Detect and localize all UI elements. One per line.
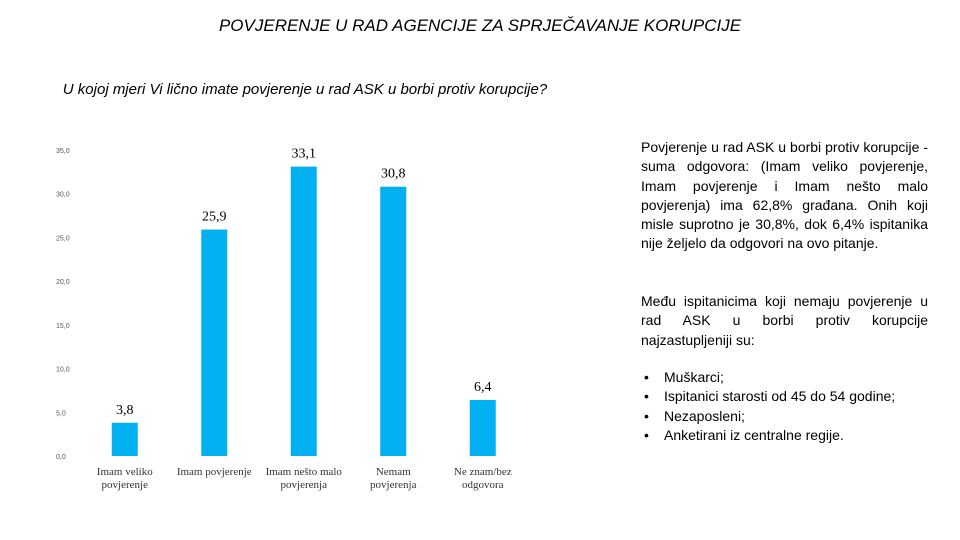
- bar-chart: 0,0 5,0 10,0 15,0 20,0 25,0 30,0 35,0 3,8 Imam ve…: [56, 147, 512, 491]
- list-item: • Anketirani iz centralne regije.: [641, 426, 941, 445]
- x-tick-label: odgovora: [462, 479, 504, 491]
- x-tick-label: Imam povjerenje: [177, 466, 252, 478]
- y-tick-label: 10,0: [56, 367, 70, 374]
- y-tick-label: 35,0: [56, 148, 70, 155]
- chart-subtitle: U kojoj mjeri Vi lično imate povjerenje …: [62, 81, 548, 98]
- x-tick-label: povjerenja: [370, 479, 417, 491]
- bullet-list: • Muškarci; • Ispitanici starosti od 45 do…: [641, 368, 941, 445]
- y-tick-label: 15,0: [56, 323, 70, 330]
- bullet-icon: •: [644, 388, 649, 405]
- group-paragraph: Među ispitanicima koji nemaju povjerenje…: [641, 293, 928, 348]
- x-tick-label: Imam veliko: [97, 466, 153, 478]
- bar: [380, 186, 407, 456]
- data-label: 3,8: [116, 403, 134, 418]
- y-tick-label: 30,0: [56, 192, 70, 199]
- x-tick-label: Nemam: [376, 466, 411, 478]
- bar: [111, 422, 138, 456]
- x-tick-label: Ne znam/bez: [454, 466, 512, 478]
- list-item: • Ispitanici starosti od 45 do 54 godine;: [641, 387, 941, 406]
- x-tick-label: Imam nešto malo: [266, 466, 343, 478]
- data-label: 30,8: [381, 167, 406, 182]
- bullet-icon: •: [644, 369, 649, 385]
- list-item: • Nezaposleni;: [641, 407, 941, 426]
- data-label: 25,9: [202, 210, 227, 225]
- y-tick-label: 0,0: [56, 454, 66, 461]
- page-title: POVJERENJE U RAD AGENCIJE ZA SPRJEČAVANJ…: [218, 16, 742, 35]
- bar: [469, 400, 496, 456]
- y-tick-label: 25,0: [56, 235, 70, 242]
- summary-paragraph: Povjerenje u rad ASK u borbi protiv koru…: [641, 139, 928, 252]
- list-item: • Muškarci;: [641, 368, 941, 387]
- data-label: 33,1: [292, 147, 317, 162]
- bar: [201, 229, 228, 456]
- x-tick-label: povjerenje: [102, 479, 149, 491]
- y-tick-label: 20,0: [56, 279, 70, 286]
- bar: [290, 166, 317, 456]
- x-tick-label: povjerenja: [281, 479, 328, 491]
- bullet-icon: •: [644, 407, 649, 424]
- bullet-icon: •: [644, 426, 649, 443]
- y-tick-label: 5,0: [56, 410, 66, 417]
- data-label: 6,4: [474, 380, 492, 395]
